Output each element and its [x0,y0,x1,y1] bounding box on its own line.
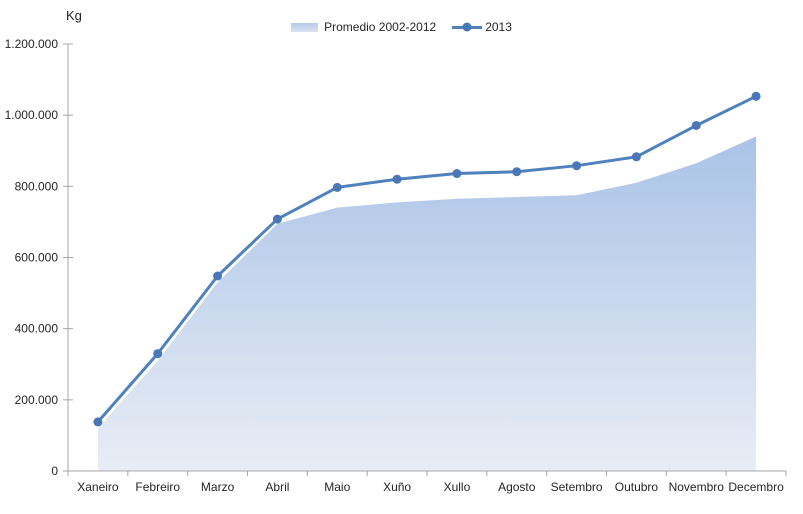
data-point-setembro [572,161,582,171]
y-axis-tick-label: 800.000 [15,179,59,193]
x-axis-tick-label: Abril [265,480,289,494]
y-axis-tick-label: 200.000 [15,393,59,407]
x-axis-tick-label: Xullo [444,480,471,494]
data-point-xaneiro [93,417,103,427]
x-axis-tick-label: Agosto [498,480,536,494]
x-axis-tick-label: Xuño [383,480,411,494]
x-axis-tick-label: Xaneiro [77,480,119,494]
data-point-maio [332,182,342,192]
legend: Promedio 2002-2012 2013 [0,20,803,34]
legend-area-label: Promedio 2002-2012 [324,20,437,34]
x-axis-tick-label: Maio [324,480,350,494]
y-axis-tick-label: 400.000 [15,322,59,336]
data-point-xuño [392,174,402,184]
data-point-xullo [452,169,462,179]
y-axis-tick-label: 1.200.000 [5,37,59,51]
data-point-decembro [751,91,761,101]
legend-area-swatch-icon [291,22,319,32]
x-axis-tick-label: Febreiro [135,480,180,494]
data-point-abril [272,214,282,224]
y-axis-tick-label: 1.000.000 [5,108,59,122]
legend-line-label: 2013 [485,20,512,34]
data-point-agosto [512,167,522,177]
data-point-febreiro [153,349,163,359]
x-axis-tick-label: Decembro [728,480,784,494]
y-axis-tick-label: 0 [51,464,58,478]
data-point-marzo [213,271,223,281]
data-point-novembro [691,120,701,130]
data-point-outubro [631,152,641,162]
x-axis-tick-label: Setembro [551,480,603,494]
y-axis-unit-label: Kg [66,8,82,23]
x-axis-tick-label: Outubro [615,480,659,494]
promedio-area-series [97,136,757,471]
line-2013-series [96,94,758,424]
legend-line-marker-icon [462,22,472,32]
x-axis-tick-label: Marzo [201,480,235,494]
x-axis-tick-label: Novembro [669,480,725,494]
legend-line-swatch-icon [452,22,483,32]
y-axis-tick-label: 600.000 [15,251,59,265]
